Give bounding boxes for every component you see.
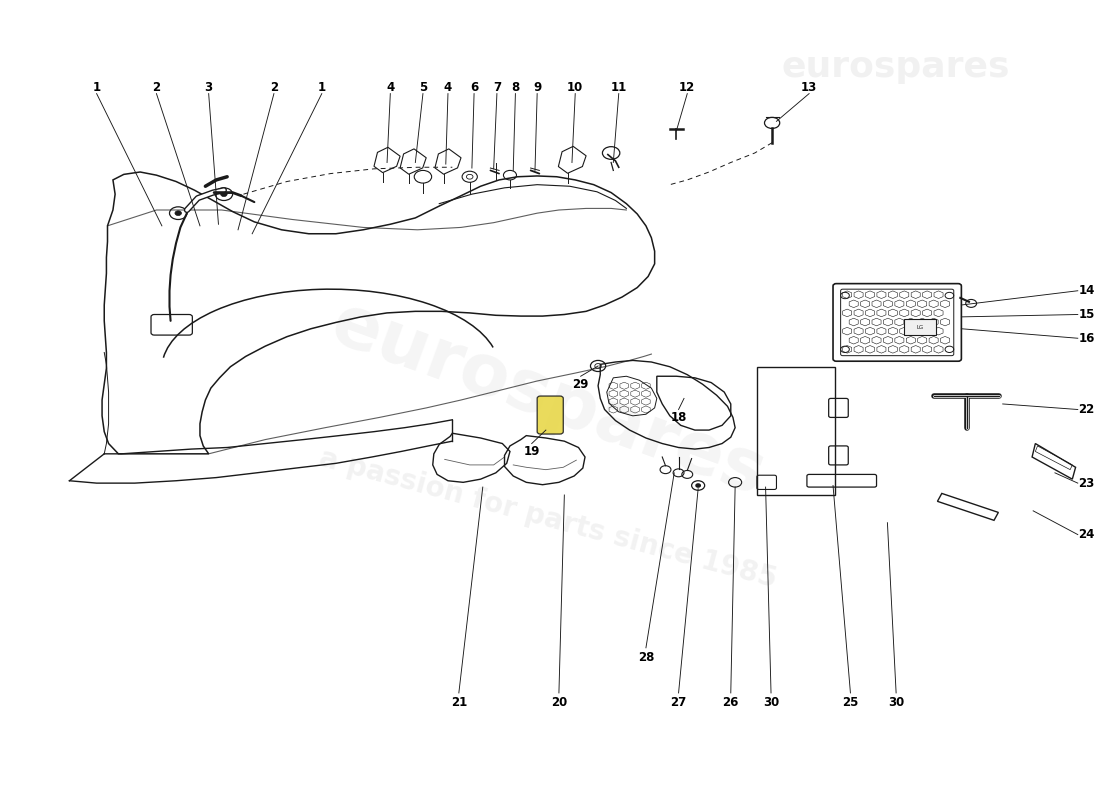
Text: 2: 2 — [270, 81, 278, 94]
Circle shape — [221, 192, 228, 197]
Text: 18: 18 — [670, 411, 686, 424]
Text: 1: 1 — [92, 81, 101, 94]
Circle shape — [169, 207, 187, 219]
Text: 24: 24 — [1078, 528, 1094, 541]
Circle shape — [696, 484, 701, 487]
Text: 6: 6 — [470, 81, 478, 94]
Circle shape — [175, 210, 182, 215]
Text: a passion for parts since 1985: a passion for parts since 1985 — [316, 444, 780, 594]
Text: 30: 30 — [763, 696, 779, 709]
Bar — [904, 319, 936, 335]
Text: 22: 22 — [1078, 403, 1094, 416]
Text: eurospares: eurospares — [782, 50, 1011, 85]
Text: 15: 15 — [1078, 308, 1094, 321]
Text: 20: 20 — [551, 696, 566, 709]
Text: 14: 14 — [1078, 284, 1094, 298]
Text: 2: 2 — [153, 81, 161, 94]
Bar — [757, 366, 835, 495]
Circle shape — [216, 188, 232, 201]
Text: 25: 25 — [843, 696, 859, 709]
Text: 27: 27 — [670, 696, 686, 709]
Text: 30: 30 — [888, 696, 904, 709]
Text: eurospares: eurospares — [321, 290, 774, 510]
Text: 4: 4 — [443, 81, 452, 94]
Text: 16: 16 — [1078, 332, 1094, 345]
Text: 11: 11 — [610, 81, 627, 94]
Text: 10: 10 — [568, 81, 583, 94]
Text: 29: 29 — [572, 378, 588, 390]
Text: 4: 4 — [386, 81, 395, 94]
Text: LG: LG — [916, 325, 924, 330]
Text: 5: 5 — [419, 81, 427, 94]
Text: 28: 28 — [638, 650, 654, 664]
FancyBboxPatch shape — [537, 396, 563, 434]
Text: 19: 19 — [524, 445, 540, 458]
Text: 8: 8 — [512, 81, 519, 94]
Text: 1: 1 — [318, 81, 326, 94]
Text: 7: 7 — [493, 81, 500, 94]
Text: 13: 13 — [801, 81, 817, 94]
Text: 26: 26 — [723, 696, 739, 709]
Text: 9: 9 — [534, 81, 541, 94]
Text: 12: 12 — [679, 81, 695, 94]
Text: 21: 21 — [451, 696, 468, 709]
Text: 3: 3 — [205, 81, 212, 94]
Text: 23: 23 — [1078, 477, 1094, 490]
